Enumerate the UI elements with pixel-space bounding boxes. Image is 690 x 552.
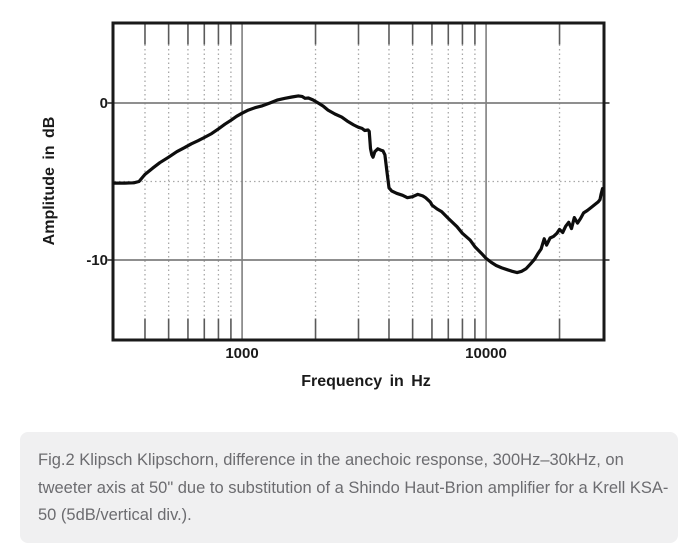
y-axis-title: Amplitude in dB (41, 117, 58, 246)
plot-frame (111, 21, 606, 342)
y-tick-label-minus10: -10 (86, 252, 108, 269)
gridlines (107, 24, 610, 339)
figure-caption: Fig.2 Klipsch Klipschorn, difference in … (20, 432, 678, 543)
caption-line-1: Fig.2 Klipsch Klipschorn, difference in … (38, 451, 624, 469)
caption-line-2: tweeter axis at 50" due to substitution … (38, 478, 669, 497)
x-tick-label-1000: 1000 (225, 345, 258, 362)
x-axis-title: Frequency in Hz (301, 373, 431, 390)
frequency-response-chart: 0 -10 1000 10000 Amplitude in dB Frequen… (41, 21, 610, 390)
response-curve (112, 94, 605, 275)
x-tick-label-10000: 10000 (465, 345, 507, 362)
y-tick-label-0: 0 (100, 95, 108, 112)
caption-line-3: 50 (5dB/vertical div.). (38, 506, 192, 524)
